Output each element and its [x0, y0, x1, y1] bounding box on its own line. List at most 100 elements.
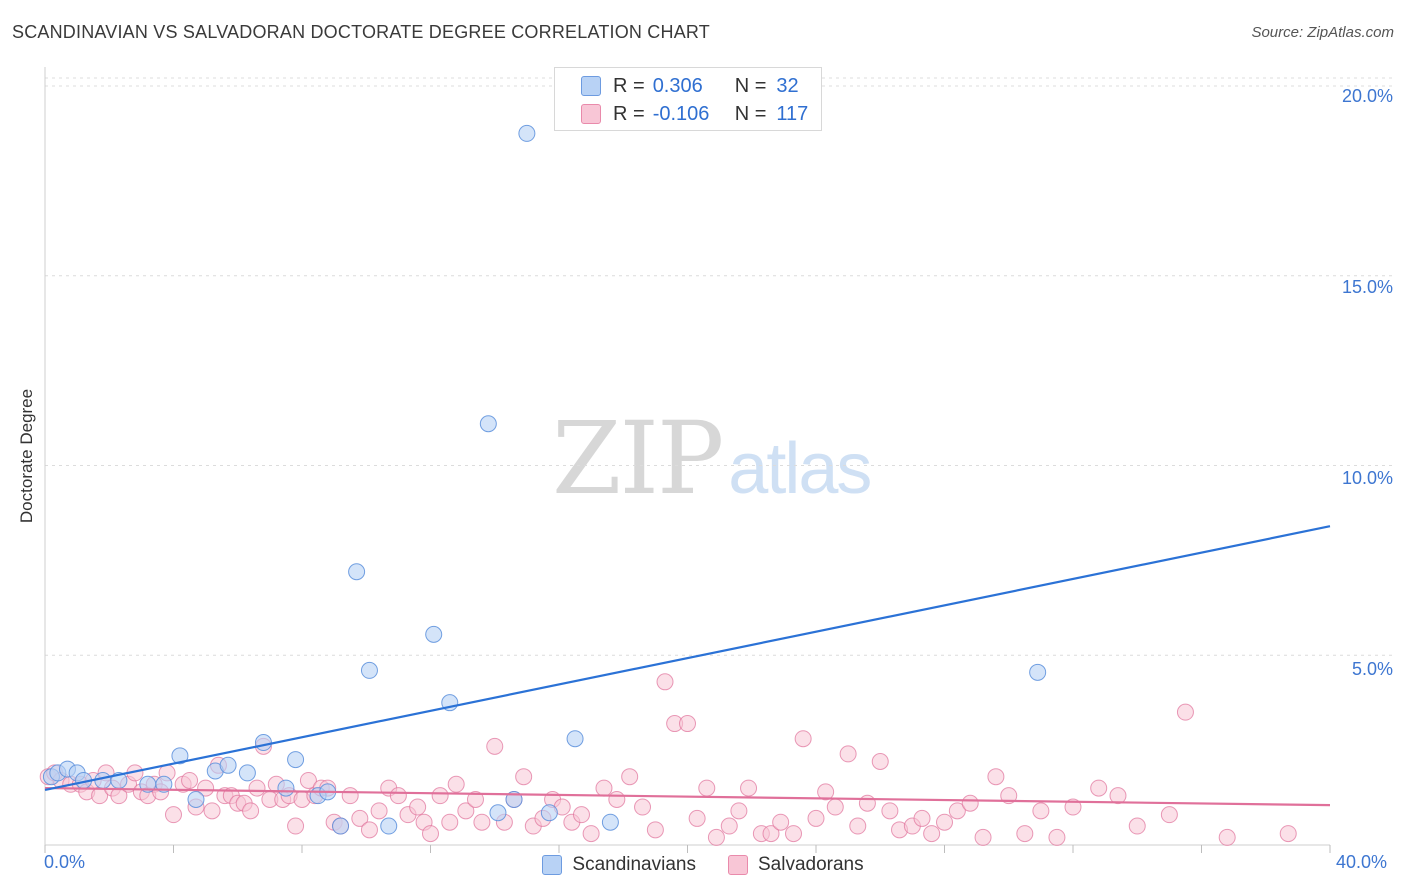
x-tick-label-0: 0.0% — [44, 852, 86, 872]
salvadoran-point — [656, 673, 674, 691]
scandinavians-legend-swatch — [542, 855, 563, 875]
salvadoran-point — [486, 737, 504, 755]
salvadoran-point — [688, 809, 706, 827]
salvadoran-point — [582, 825, 600, 843]
salvadoran-point — [1160, 806, 1178, 824]
salvadoran-point — [409, 798, 427, 816]
scandinavian-point — [238, 764, 256, 782]
n-value-scandinavians: 32 — [776, 74, 799, 97]
salvadoran-point — [961, 794, 979, 812]
salvadoran-point — [698, 779, 716, 797]
salvadoran-point — [341, 787, 359, 805]
salvadorans-trend-line — [44, 786, 1331, 807]
salvadoran-point — [762, 825, 780, 843]
salvadoran-point — [839, 745, 857, 763]
legend-item-salvadorans[interactable]: Salvadorans — [727, 854, 864, 876]
grid-layer — [45, 77, 1392, 656]
y-tick-label-5: 5.0% — [1351, 659, 1393, 679]
scandinavian-point — [332, 817, 350, 835]
salvadoran-point — [287, 817, 305, 835]
scandinavian-point — [187, 790, 205, 808]
salvadoran-point — [299, 771, 317, 789]
salvadoran-point — [936, 813, 953, 831]
scandinavian-point — [348, 563, 366, 581]
scandinavians-swatch — [581, 76, 601, 96]
salvadoran-point — [849, 817, 867, 835]
salvadoran-point — [203, 802, 221, 820]
scandinavian-point — [540, 804, 558, 822]
scandinavian-point — [518, 124, 536, 142]
salvadoran-point — [858, 794, 876, 812]
salvadoran-point — [457, 802, 475, 820]
salvadorans-swatch — [581, 104, 601, 124]
salvadoran-point — [679, 715, 696, 733]
salvadoran-point — [165, 806, 182, 824]
scandinavian-point — [171, 747, 189, 765]
salvadoran-point — [422, 825, 439, 843]
r-label: R = — [613, 102, 645, 125]
salvadoran-point — [807, 809, 825, 827]
salvadoran-point — [817, 783, 835, 801]
scandinavian-point — [489, 804, 507, 822]
salvadoran-point — [1032, 802, 1050, 820]
salvadoran-point — [1016, 825, 1034, 843]
y-tick-label-15: 15.0% — [1341, 277, 1393, 297]
n-value-salvadorans: 117 — [776, 102, 809, 125]
scandinavians-trend-line — [44, 525, 1331, 792]
r-label: R = — [613, 74, 645, 97]
legend-row-scandinavians: R = 0.306 N = 32 — [555, 72, 799, 100]
salvadoran-point — [466, 790, 484, 808]
watermark-atlas: atlas — [728, 429, 872, 509]
salvadoran-point — [608, 790, 626, 808]
y-axis-label: Doctorate Degree — [17, 388, 36, 524]
salvadoran-point — [794, 730, 812, 748]
salvadoran-point — [948, 802, 966, 820]
y-tick-label-20: 20.0% — [1341, 86, 1393, 106]
salvadoran-point — [987, 768, 1005, 786]
watermark-zip: ZIP — [552, 400, 724, 517]
salvadoran-point — [242, 802, 260, 820]
salvadoran-point — [913, 809, 931, 827]
chart-title: SCANDINAVIAN VS SALVADORAN DOCTORATE DEG… — [12, 22, 710, 42]
salvadoran-point — [595, 779, 613, 797]
legend-label-salvadorans: Salvadorans — [757, 854, 864, 875]
scandinavian-point — [380, 817, 398, 835]
scandinavian-point — [601, 813, 619, 831]
watermark: ZIPatlas — [552, 400, 872, 517]
salvadoran-point — [1048, 828, 1066, 846]
salvadoran-point — [351, 809, 369, 827]
r-value-scandinavians: 0.306 — [652, 74, 703, 97]
salvadoran-point — [360, 821, 378, 839]
salvadoran-point — [181, 771, 199, 789]
salvadoran-point — [707, 828, 725, 846]
salvadoran-point — [197, 779, 215, 797]
salvadoran-point — [1128, 817, 1146, 835]
salvadoran-point — [772, 813, 790, 831]
salvadoran-point — [826, 798, 844, 816]
salvadoran-point — [248, 779, 266, 797]
scandinavian-point — [155, 775, 173, 793]
salvadoran-point — [1090, 779, 1108, 797]
salvadoran-point — [1000, 787, 1018, 805]
salvadoran-point — [431, 787, 449, 805]
axis-layer — [44, 67, 1331, 853]
salvadoran-point — [447, 775, 465, 793]
scandinavian-point — [287, 751, 305, 769]
salvadoran-point — [923, 825, 941, 843]
n-label: N = — [734, 102, 767, 125]
legend-row-salvadorans: R = -0.106 N = 117 — [555, 100, 808, 128]
scandinavian-point — [219, 756, 237, 774]
salvadoran-point — [572, 806, 590, 824]
salvadoran-point — [974, 828, 992, 846]
salvadoran-point — [1176, 703, 1194, 721]
salvadoran-point — [730, 802, 748, 820]
salvadoran-point — [515, 768, 533, 786]
salvadoran-point — [646, 821, 664, 839]
legend-item-scandinavians[interactable]: Scandinavians — [542, 854, 696, 876]
salvadoran-point — [871, 753, 889, 771]
scandinavians-points — [42, 124, 1047, 835]
scandinavian-point — [94, 771, 112, 789]
salvadoran-point — [441, 813, 459, 831]
salvadoran-point — [389, 787, 407, 805]
